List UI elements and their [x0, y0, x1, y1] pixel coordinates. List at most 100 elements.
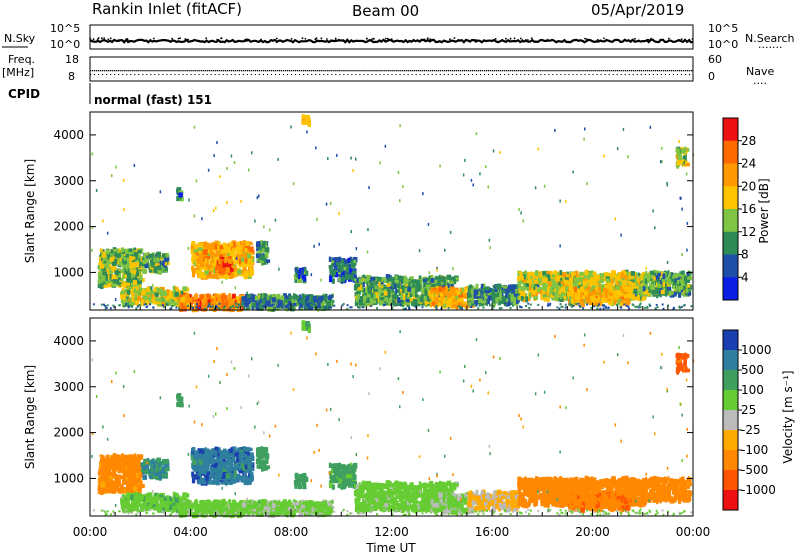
power-cell [222, 261, 227, 266]
freq-dot [630, 70, 632, 72]
nave-dot [222, 74, 224, 76]
nave-dot [90, 74, 92, 76]
power-cell [528, 284, 533, 290]
freq-dot [178, 70, 180, 72]
power-cell [284, 296, 289, 300]
freq-dot [524, 70, 526, 72]
freq-dot [668, 70, 671, 72]
nsearch-dot [109, 37, 112, 40]
power-cell [348, 264, 351, 269]
power-cell [338, 277, 341, 282]
power-cell [129, 256, 133, 262]
power-cell [244, 244, 250, 250]
power-cell [100, 255, 103, 262]
nsearch-dot [152, 37, 155, 40]
nsearch-dot [659, 38, 662, 41]
power-cell [373, 294, 377, 300]
freq-dot [522, 70, 524, 72]
power-cell [297, 269, 300, 276]
freq-dot [182, 70, 184, 72]
power-cell [623, 294, 629, 298]
power-cell [375, 280, 380, 284]
power-cell [242, 261, 248, 265]
freq-dot [315, 70, 317, 72]
nave-dot [359, 74, 361, 76]
power-cell [615, 295, 619, 301]
power-cell [542, 270, 547, 276]
nave-dot [676, 74, 678, 76]
power-cell [367, 294, 373, 298]
power-cell [259, 260, 264, 264]
power-cell [536, 271, 541, 277]
freq-dot [461, 70, 464, 72]
power-cell [271, 297, 276, 303]
power-cell [124, 298, 128, 303]
freq-dot [683, 70, 685, 72]
power-cell [202, 249, 208, 255]
power-cell [531, 287, 537, 294]
nave-dot [668, 74, 670, 76]
power-cell [539, 273, 543, 278]
freq-dot [287, 70, 289, 72]
freq-dot [486, 70, 488, 72]
power-cell [511, 287, 514, 294]
power-cell [430, 289, 435, 295]
power-cell [395, 288, 398, 294]
power-cell [140, 263, 146, 267]
power-cell [130, 256, 136, 260]
power-cell [120, 269, 125, 273]
freq-dot [96, 70, 98, 72]
power-cell [423, 296, 427, 302]
nsearch-dot [519, 37, 522, 40]
nave-dot [371, 74, 373, 76]
power-cell [454, 301, 457, 306]
power-cell [127, 265, 130, 269]
power-cell [297, 278, 303, 284]
freq-dot [687, 70, 689, 72]
power-cell [656, 281, 660, 287]
power-cell [501, 289, 505, 294]
power-cell [521, 271, 524, 276]
power-cell [423, 293, 427, 298]
power-cell [513, 301, 518, 306]
freq-dot [100, 70, 102, 72]
nave-dot [403, 74, 405, 76]
power-cell [356, 291, 361, 296]
power-cell [656, 292, 659, 299]
power-cell [333, 265, 338, 271]
nave-dot [616, 74, 618, 76]
power-cell [447, 282, 450, 288]
nsearch-dot [301, 37, 304, 40]
freq-dot [600, 70, 602, 72]
power-cell [644, 285, 649, 291]
power-cell [467, 288, 473, 293]
power-cell [356, 277, 361, 284]
power-cell [150, 261, 154, 266]
power-cell [428, 275, 431, 281]
power-cell [628, 273, 631, 279]
freq-dot [453, 70, 456, 72]
freq-dot [691, 70, 693, 72]
power-cell [225, 267, 230, 273]
power-cell [232, 293, 236, 299]
freq-dot [186, 70, 188, 72]
freq-dot [395, 70, 397, 72]
nave-dot [367, 74, 369, 76]
power-cell [288, 295, 292, 302]
power-cell [607, 282, 612, 287]
power-cell [370, 290, 375, 294]
power-cell [496, 292, 502, 298]
power-cell [373, 287, 376, 292]
nave-dot [572, 74, 574, 76]
freq-dot [311, 70, 313, 72]
freq-dot [166, 70, 168, 72]
power-cell [224, 257, 227, 264]
freq-dot [168, 70, 170, 72]
power-cell [680, 282, 686, 288]
power-cell [615, 280, 618, 286]
power-cell [233, 257, 238, 262]
power-cell [260, 240, 263, 246]
power-cell [150, 253, 155, 259]
power-cell [598, 279, 602, 284]
nsearch-dot [334, 38, 337, 40]
